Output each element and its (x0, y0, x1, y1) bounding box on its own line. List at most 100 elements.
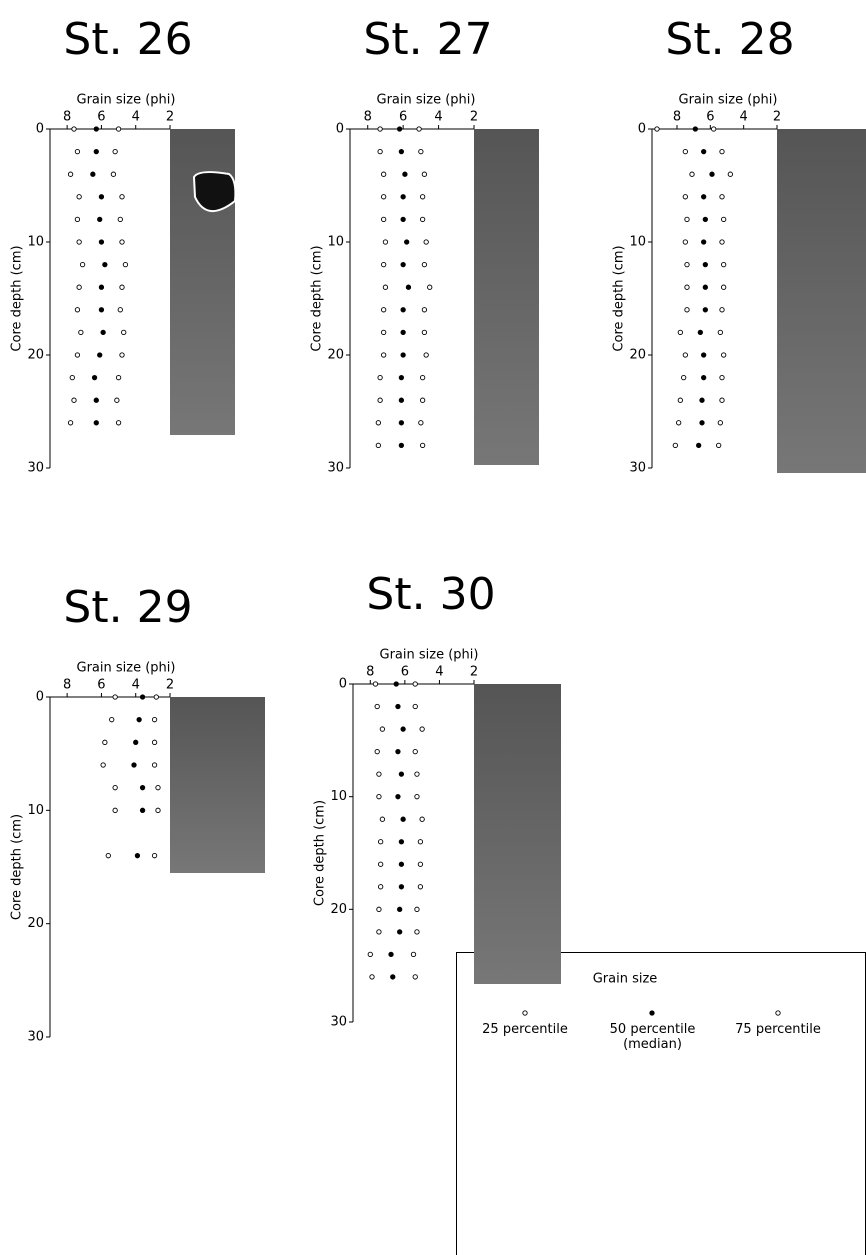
grain-point (418, 840, 422, 844)
grain-point (422, 262, 426, 266)
grain-point (94, 398, 98, 402)
grain-point (116, 375, 120, 379)
grain-point (380, 727, 384, 731)
y-tick-label: 10 (629, 235, 646, 250)
grain-point (381, 195, 385, 199)
grain-point (701, 375, 705, 379)
y-tick-label: 20 (27, 348, 44, 363)
x-tick-label: 6 (401, 665, 409, 680)
grain-point (389, 952, 393, 956)
grain-point (718, 421, 722, 425)
x-tick-label: 2 (470, 665, 478, 680)
grain-point (693, 127, 697, 131)
y-tick-label: 0 (339, 677, 347, 692)
x-tick-label: 6 (706, 110, 714, 125)
grain-point (720, 308, 724, 312)
chart-title: St. 28 (665, 14, 794, 65)
y-tick-label: 30 (27, 461, 44, 476)
grain-point (720, 195, 724, 199)
grain-point (111, 172, 115, 176)
grain-point (99, 240, 103, 244)
y-tick-label: 0 (36, 122, 44, 137)
grain-point (428, 285, 432, 289)
grain-point (721, 285, 725, 289)
grain-point (685, 308, 689, 312)
grain-point (698, 330, 702, 334)
grain-point (422, 330, 426, 334)
grain-point (98, 353, 102, 357)
y-axis-label: Core depth (cm) (313, 800, 328, 906)
grain-point (113, 808, 117, 812)
grain-point (91, 172, 95, 176)
core-photo (777, 129, 866, 473)
grain-point (79, 330, 83, 334)
grain-point (718, 330, 722, 334)
x-tick-label: 8 (673, 110, 681, 125)
grain-point (420, 217, 424, 221)
grain-point (113, 785, 117, 789)
grain-point (703, 285, 707, 289)
grain-point (70, 375, 74, 379)
grain-point (420, 195, 424, 199)
grain-point (375, 749, 379, 753)
grain-point (401, 330, 405, 334)
grain-point (678, 398, 682, 402)
grain-point (113, 149, 117, 153)
grain-point (152, 763, 156, 767)
grain-point (419, 149, 423, 153)
page: Grain size St. 26Grain size (phi)Core de… (0, 0, 866, 1255)
grain-point (683, 195, 687, 199)
grain-point (711, 127, 715, 131)
x-tick-label: 2 (470, 110, 478, 125)
grain-point (401, 217, 405, 221)
x-axis-label: Grain size (phi) (77, 661, 176, 676)
grain-point (92, 375, 96, 379)
grain-point (399, 421, 403, 425)
grain-point (373, 682, 377, 686)
grain-point (72, 127, 76, 131)
chart-title: St. 26 (63, 14, 192, 65)
grain-point (399, 443, 403, 447)
grain-point (396, 749, 400, 753)
y-tick-label: 0 (638, 122, 646, 137)
grain-point (154, 695, 158, 699)
grain-point (110, 717, 114, 721)
y-tick-label: 20 (330, 902, 347, 917)
grain-point (710, 172, 714, 176)
grain-point (418, 862, 422, 866)
grain-point (118, 217, 122, 221)
grain-point (120, 195, 124, 199)
y-axis-label: Core depth (cm) (10, 814, 25, 920)
grain-point (401, 195, 405, 199)
grain-point (728, 172, 732, 176)
grain-point (696, 443, 700, 447)
grain-point (424, 353, 428, 357)
grain-point (137, 717, 141, 721)
y-axis-label: Core depth (cm) (10, 245, 25, 351)
grain-point (381, 308, 385, 312)
grain-point (420, 817, 424, 821)
grain-point (120, 285, 124, 289)
grain-point (381, 172, 385, 176)
grain-point (419, 421, 423, 425)
grain-point (683, 149, 687, 153)
grain-point (135, 853, 139, 857)
grain-point (399, 885, 403, 889)
grain-point (370, 975, 374, 979)
grain-point (683, 353, 687, 357)
grain-point (80, 262, 84, 266)
grain-point (420, 727, 424, 731)
grain-point (422, 308, 426, 312)
y-axis-label: Core depth (cm) (612, 245, 627, 351)
grain-point (721, 262, 725, 266)
grain-point (685, 285, 689, 289)
grain-point (115, 398, 119, 402)
grain-point (397, 127, 401, 131)
grain-point (75, 149, 79, 153)
core-photo (474, 684, 561, 984)
x-tick-label: 4 (740, 110, 748, 125)
grain-point (690, 172, 694, 176)
grain-point (424, 240, 428, 244)
y-tick-label: 30 (330, 1015, 347, 1030)
grain-point (94, 149, 98, 153)
